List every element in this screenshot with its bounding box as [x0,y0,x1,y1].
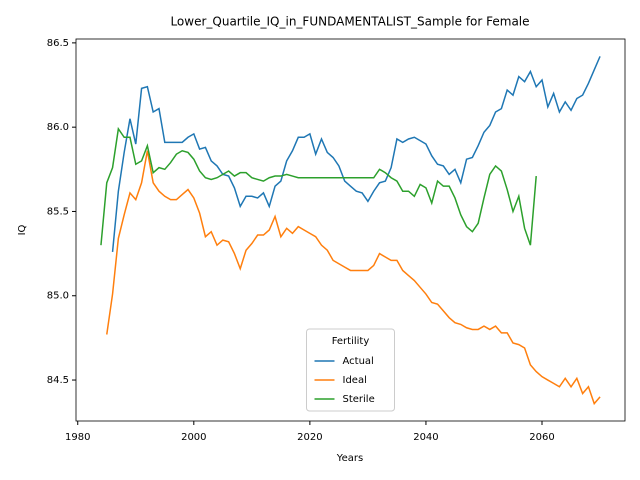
y-tick-label: 84.5 [47,375,69,386]
legend-title: Fertility [332,336,370,347]
x-tick-label: 2000 [181,432,206,443]
x-tick-label: 2020 [297,432,322,443]
y-tick-label: 85.5 [47,206,69,217]
plot-frame [75,38,626,422]
y-tick-label: 86.0 [47,122,69,133]
series-line [111,56,601,252]
chart-title: Lower_Quartile_IQ_in_FUNDAMENTALIST_Samp… [170,15,529,29]
x-tick-label: 1980 [65,432,90,443]
x-tick-label: 2040 [413,432,438,443]
legend-box [306,328,395,412]
series-line [106,150,601,406]
legend-label: Sterile [343,394,375,405]
legend-label: Actual [343,356,374,367]
y-tick-label: 86.5 [47,38,69,49]
y-tick-label: 85.0 [47,291,69,302]
x-axis-label: Years [336,453,363,464]
series-line [100,126,537,246]
x-tick-label: 2060 [529,432,554,443]
legend-label: Ideal [343,375,367,386]
y-axis-label: IQ [17,224,28,235]
